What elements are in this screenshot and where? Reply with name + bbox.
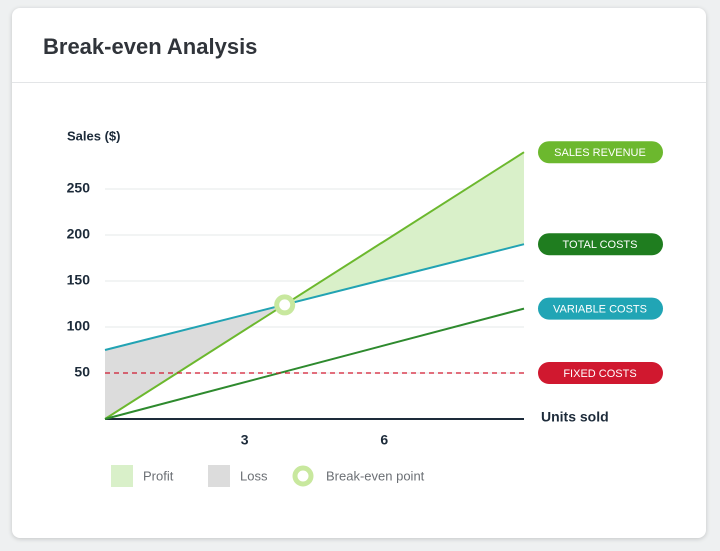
y-tick-label: 200: [67, 226, 91, 242]
series-label: FIXED COSTS: [563, 368, 636, 380]
x-tick-label: 3: [241, 432, 249, 448]
break-even-point: [274, 294, 296, 316]
legend-label: Loss: [240, 468, 268, 483]
legend-swatch: [292, 465, 314, 487]
y-axis-label: Sales ($): [67, 128, 120, 143]
y-tick-label: 150: [67, 272, 91, 288]
series-label: VARIABLE COSTS: [553, 304, 647, 316]
series-label-bg: [538, 297, 663, 320]
x-tick-label: 6: [380, 432, 388, 448]
series-line: [104, 307, 525, 420]
y-tick-label: 50: [74, 364, 90, 380]
legend-label: Break-even point: [326, 468, 425, 483]
series-line: [104, 243, 525, 351]
legend-swatch: [111, 465, 133, 487]
legend-label: Profit: [143, 468, 174, 483]
card-header: [12, 8, 706, 83]
y-tick-label: 100: [67, 318, 91, 334]
y-tick-label: 250: [67, 180, 91, 196]
series-line: [104, 151, 525, 420]
series-label: SALES REVENUE: [554, 147, 646, 159]
chart-title: Break-even Analysis: [43, 34, 258, 59]
x-axis-label: Units sold: [541, 409, 609, 425]
series-label-bg: [538, 233, 663, 256]
series-label: TOTAL COSTS: [563, 239, 638, 251]
series-label-bg: [538, 362, 663, 384]
legend-swatch: [208, 465, 230, 487]
series-label-bg: [538, 141, 663, 164]
